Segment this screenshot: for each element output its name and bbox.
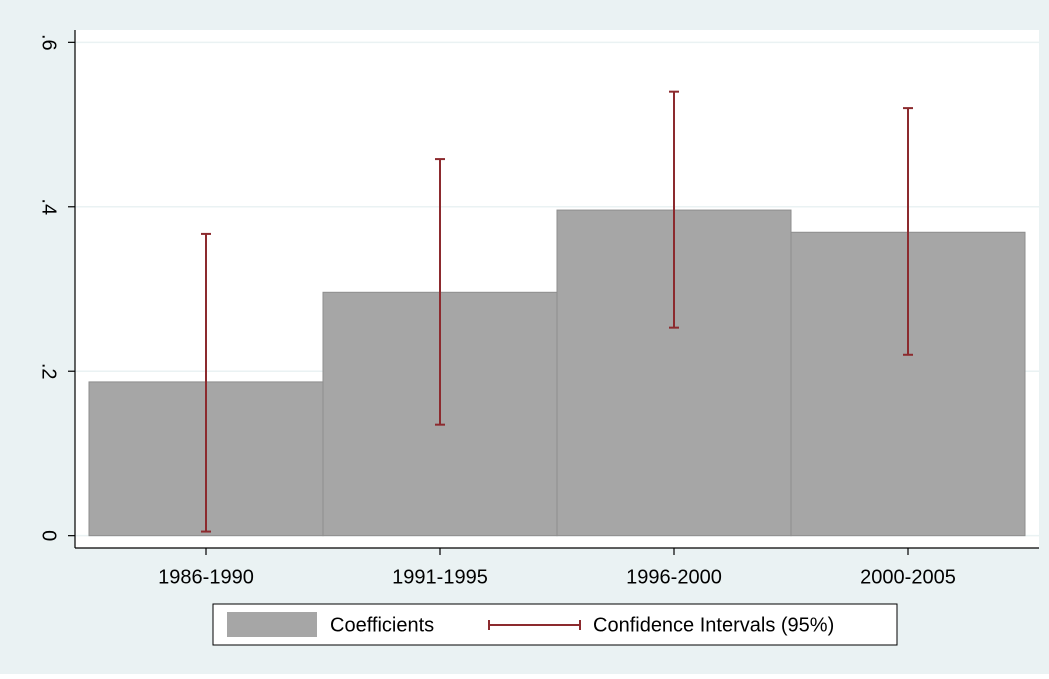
legend-label: Coefficients — [330, 614, 434, 636]
legend-error-symbol — [488, 620, 581, 630]
x-tick-label: 1996-2000 — [626, 566, 722, 588]
y-tick-label: .6 — [38, 34, 60, 51]
legend: Coefficients Confidence Intervals (95%) — [212, 603, 898, 646]
y-tick-label: 0 — [38, 530, 60, 541]
x-tick-label: 2000-2005 — [860, 566, 956, 588]
x-tick-label: 1991-1995 — [392, 566, 488, 588]
legend-label: Confidence Intervals (95%) — [593, 614, 834, 636]
x-tick-label: 1986-1990 — [158, 566, 254, 588]
legend-swatch — [227, 612, 317, 637]
y-tick-label: .4 — [38, 198, 60, 215]
y-tick-label: .2 — [38, 363, 60, 380]
